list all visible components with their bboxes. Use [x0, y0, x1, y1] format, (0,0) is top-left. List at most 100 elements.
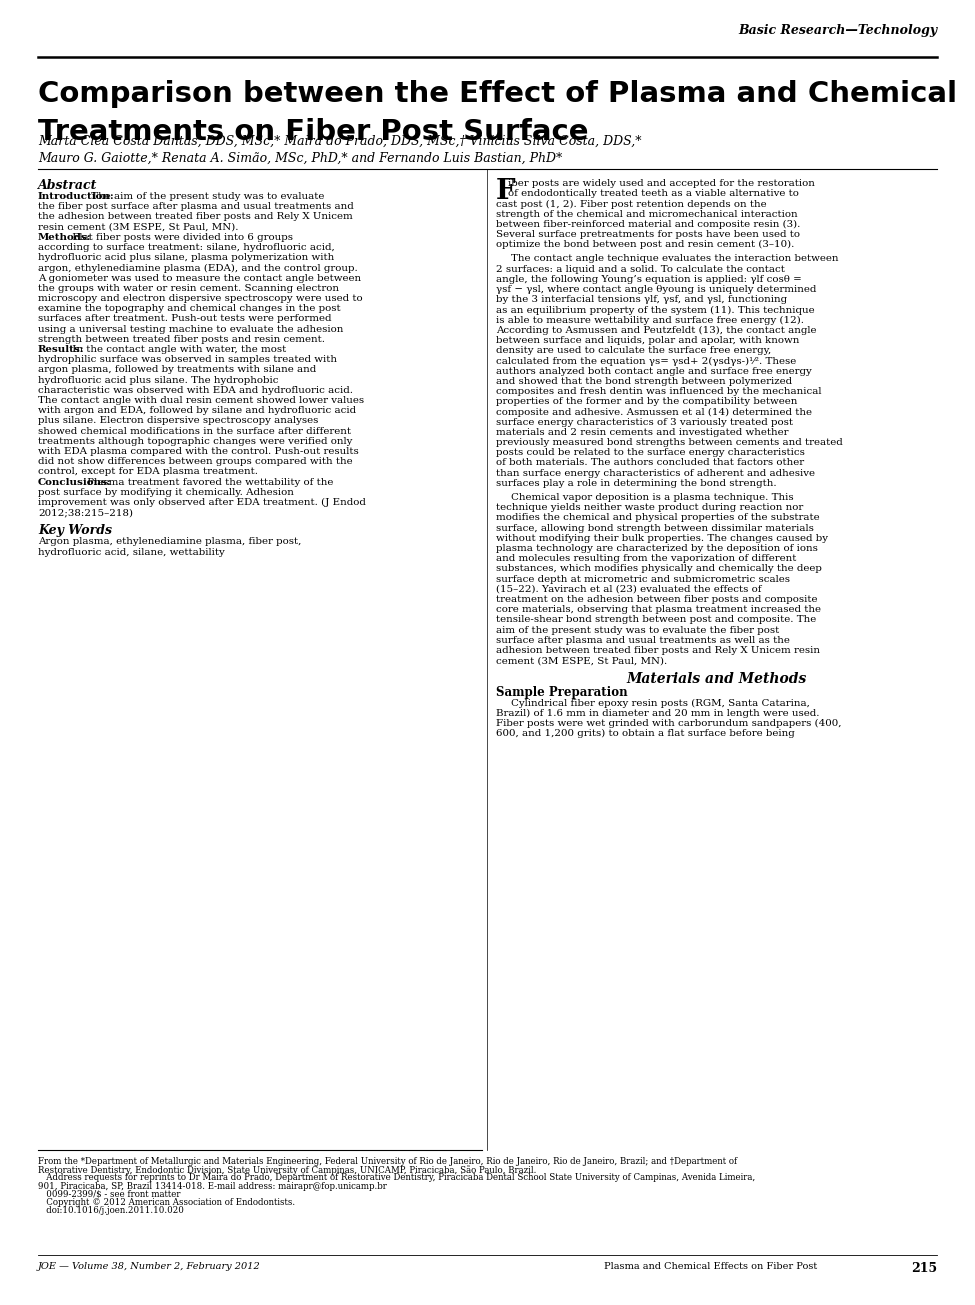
Text: 2012;38:215–218): 2012;38:215–218)	[38, 508, 133, 517]
Text: Chemical vapor deposition is a plasma technique. This: Chemical vapor deposition is a plasma te…	[511, 493, 794, 502]
Text: Copyright © 2012 American Association of Endodontists.: Copyright © 2012 American Association of…	[38, 1198, 295, 1207]
Text: Flat fiber posts were divided into 6 groups: Flat fiber posts were divided into 6 gro…	[69, 232, 292, 241]
Text: cast post (1, 2). Fiber post retention depends on the: cast post (1, 2). Fiber post retention d…	[496, 200, 766, 209]
Text: improvement was only observed after EDA treatment. (J Endod: improvement was only observed after EDA …	[38, 499, 366, 508]
Text: Several surface pretreatments for posts have been used to: Several surface pretreatments for posts …	[496, 230, 800, 239]
Text: hydrofluoric acid plus silane, plasma polymerization with: hydrofluoric acid plus silane, plasma po…	[38, 253, 334, 262]
Text: Results:: Results:	[38, 345, 85, 354]
Text: of both materials. The authors concluded that factors other: of both materials. The authors concluded…	[496, 458, 804, 467]
Text: showed chemical modifications in the surface after different: showed chemical modifications in the sur…	[38, 427, 351, 436]
Text: posts could be related to the surface energy characteristics: posts could be related to the surface en…	[496, 448, 805, 457]
Text: Cylindrical fiber epoxy resin posts (RGM, Santa Catarina,: Cylindrical fiber epoxy resin posts (RGM…	[511, 698, 810, 707]
Text: and molecules resulting from the vaporization of different: and molecules resulting from the vaporiz…	[496, 555, 797, 564]
Text: by the 3 interfacial tensions γlf, γsf, and γsl, functioning: by the 3 interfacial tensions γlf, γsf, …	[496, 295, 787, 304]
Text: materials and 2 resin cements and investigated whether: materials and 2 resin cements and invest…	[496, 428, 789, 437]
Text: 2 surfaces: a liquid and a solid. To calculate the contact: 2 surfaces: a liquid and a solid. To cal…	[496, 265, 785, 274]
Text: angle, the following Young’s equation is applied: γlf cosθ =: angle, the following Young’s equation is…	[496, 275, 801, 283]
Text: strength of the chemical and micromechanical interaction: strength of the chemical and micromechan…	[496, 210, 798, 219]
Text: doi:10.1016/j.joen.2011.10.020: doi:10.1016/j.joen.2011.10.020	[38, 1206, 184, 1215]
Text: strength between treated fiber posts and resin cement.: strength between treated fiber posts and…	[38, 335, 325, 343]
Text: Abstract: Abstract	[38, 179, 98, 192]
Text: Brazil) of 1.6 mm in diameter and 20 mm in length were used.: Brazil) of 1.6 mm in diameter and 20 mm …	[496, 709, 820, 718]
Text: γsf − γsl, where contact angle θyoung is uniquely determined: γsf − γsl, where contact angle θyoung is…	[496, 284, 816, 294]
Text: Treatments on Fiber Post Surface: Treatments on Fiber Post Surface	[38, 117, 589, 146]
Text: with argon and EDA, followed by silane and hydrofluoric acid: with argon and EDA, followed by silane a…	[38, 406, 356, 415]
Text: The contact angle technique evaluates the interaction between: The contact angle technique evaluates th…	[511, 254, 838, 264]
Text: resin cement (3M ESPE, St Paul, MN).: resin cement (3M ESPE, St Paul, MN).	[38, 223, 239, 231]
Text: Plasma and Chemical Effects on Fiber Post: Plasma and Chemical Effects on Fiber Pos…	[604, 1262, 818, 1271]
Text: previously measured bond strengths between cements and treated: previously measured bond strengths betwe…	[496, 438, 842, 448]
Text: between fiber-reinforced material and composite resin (3).: between fiber-reinforced material and co…	[496, 219, 800, 228]
Text: and showed that the bond strength between polymerized: and showed that the bond strength betwee…	[496, 377, 792, 386]
Text: density are used to calculate the surface free energy,: density are used to calculate the surfac…	[496, 346, 771, 355]
Text: the groups with water or resin cement. Scanning electron: the groups with water or resin cement. S…	[38, 283, 339, 292]
Text: treatments although topographic changes were verified only: treatments although topographic changes …	[38, 437, 352, 446]
Text: surfaces play a role in determining the bond strength.: surfaces play a role in determining the …	[496, 479, 777, 488]
Text: the fiber post surface after plasma and usual treatments and: the fiber post surface after plasma and …	[38, 202, 354, 211]
Text: treatment on the adhesion between fiber posts and composite: treatment on the adhesion between fiber …	[496, 595, 817, 604]
Text: optimize the bond between post and resin cement (3–10).: optimize the bond between post and resin…	[496, 240, 795, 249]
Text: Conclusions:: Conclusions:	[38, 478, 112, 487]
Text: hydrophilic surface was observed in samples treated with: hydrophilic surface was observed in samp…	[38, 355, 337, 364]
Text: using a universal testing machine to evaluate the adhesion: using a universal testing machine to eva…	[38, 325, 343, 334]
Text: as an equilibrium property of the system (11). This technique: as an equilibrium property of the system…	[496, 305, 815, 315]
Text: of endodontically treated teeth as a viable alternative to: of endodontically treated teeth as a via…	[508, 189, 800, 198]
Text: the adhesion between treated fiber posts and Rely X Unicem: the adhesion between treated fiber posts…	[38, 213, 353, 222]
Text: plus silane. Electron dispersive spectroscopy analyses: plus silane. Electron dispersive spectro…	[38, 416, 319, 425]
Text: surfaces after treatment. Push-out tests were performed: surfaces after treatment. Push-out tests…	[38, 315, 332, 324]
Text: (15–22). Yavirach et al (23) evaluated the effects of: (15–22). Yavirach et al (23) evaluated t…	[496, 585, 761, 594]
Text: is able to measure wettability and surface free energy (12).: is able to measure wettability and surfa…	[496, 316, 804, 325]
Text: Fiber posts were wet grinded with carborundum sandpapers (400,: Fiber posts were wet grinded with carbor…	[496, 719, 841, 728]
Text: iber posts are widely used and accepted for the restoration: iber posts are widely used and accepted …	[508, 179, 815, 188]
Text: control, except for EDA plasma treatment.: control, except for EDA plasma treatment…	[38, 467, 258, 476]
Text: substances, which modifies physically and chemically the deep: substances, which modifies physically an…	[496, 564, 822, 573]
Text: characteristic was observed with EDA and hydrofluoric acid.: characteristic was observed with EDA and…	[38, 386, 353, 395]
Text: argon, ethylenediamine plasma (EDA), and the control group.: argon, ethylenediamine plasma (EDA), and…	[38, 264, 358, 273]
Text: cement (3M ESPE, St Paul, MN).: cement (3M ESPE, St Paul, MN).	[496, 656, 667, 666]
Text: Comparison between the Effect of Plasma and Chemical: Comparison between the Effect of Plasma …	[38, 80, 957, 108]
Text: calculated from the equation γs= γsd+ 2(γsdγs-)¹⁄². These: calculated from the equation γs= γsd+ 2(…	[496, 356, 797, 365]
Text: according to surface treatment: silane, hydrofluoric acid,: according to surface treatment: silane, …	[38, 243, 334, 252]
Text: without modifying their bulk properties. The changes caused by: without modifying their bulk properties.…	[496, 534, 828, 543]
Text: Mauro G. Gaiotte,* Renata A. Simão, MSc, PhD,* and Fernando Luis Bastian, PhD*: Mauro G. Gaiotte,* Renata A. Simão, MSc,…	[38, 151, 563, 164]
Text: post surface by modifying it chemically. Adhesion: post surface by modifying it chemically.…	[38, 488, 293, 497]
Text: technique yields neither waste product during reaction nor: technique yields neither waste product d…	[496, 504, 803, 512]
Text: Address requests for reprints to Dr Maira do Prado, Department of Restorative De: Address requests for reprints to Dr Mair…	[38, 1173, 756, 1182]
Text: Key Words: Key Words	[38, 525, 112, 538]
Text: A goniometer was used to measure the contact angle between: A goniometer was used to measure the con…	[38, 274, 361, 283]
Text: 0099-2399/$ - see front matter: 0099-2399/$ - see front matter	[38, 1190, 180, 1199]
Text: hydrofluoric acid plus silane. The hydrophobic: hydrofluoric acid plus silane. The hydro…	[38, 376, 279, 385]
Text: tensile-shear bond strength between post and composite. The: tensile-shear bond strength between post…	[496, 616, 816, 624]
Text: Marta Cléa Costa Dantas, DDS, MSc,* Maira do Prado, DDS, MSc,† Vinicius Silva Co: Marta Cléa Costa Dantas, DDS, MSc,* Mair…	[38, 134, 642, 147]
Text: The contact angle with dual resin cement showed lower values: The contact angle with dual resin cement…	[38, 395, 364, 405]
Text: Restorative Dentistry, Endodontic Division, State University of Campinas, UNICAM: Restorative Dentistry, Endodontic Divisi…	[38, 1165, 536, 1174]
Text: hydrofluoric acid, silane, wettability: hydrofluoric acid, silane, wettability	[38, 548, 225, 557]
Text: properties of the former and by the compatibility between: properties of the former and by the comp…	[496, 397, 798, 406]
Text: Basic Research—Technology: Basic Research—Technology	[738, 23, 937, 37]
Text: From the *Department of Metallurgic and Materials Engineering, Federal Universit: From the *Department of Metallurgic and …	[38, 1158, 737, 1165]
Text: 215: 215	[911, 1262, 937, 1275]
Text: microscopy and electron dispersive spectroscopy were used to: microscopy and electron dispersive spect…	[38, 294, 363, 303]
Text: 901, Piracicaba, SP, Brazil 13414-018. E-mail address: mairapr@fop.unicamp.br: 901, Piracicaba, SP, Brazil 13414-018. E…	[38, 1181, 387, 1190]
Text: did not show differences between groups compared with the: did not show differences between groups …	[38, 457, 353, 466]
Text: core materials, observing that plasma treatment increased the: core materials, observing that plasma tr…	[496, 606, 821, 615]
Text: F: F	[496, 177, 516, 205]
Text: between surface and liquids, polar and apolar, with known: between surface and liquids, polar and a…	[496, 335, 800, 345]
Text: According to Asmussen and Peutzfeldt (13), the contact angle: According to Asmussen and Peutzfeldt (13…	[496, 326, 816, 335]
Text: aim of the present study was to evaluate the fiber post: aim of the present study was to evaluate…	[496, 625, 779, 634]
Text: JOE — Volume 38, Number 2, February 2012: JOE — Volume 38, Number 2, February 2012	[38, 1262, 260, 1271]
Text: modifies the chemical and physical properties of the substrate: modifies the chemical and physical prope…	[496, 513, 820, 522]
Text: authors analyzed both contact angle and surface free energy: authors analyzed both contact angle and …	[496, 367, 812, 376]
Text: surface, allowing bond strength between dissimilar materials: surface, allowing bond strength between …	[496, 523, 814, 532]
Text: In the contact angle with water, the most: In the contact angle with water, the mos…	[69, 345, 286, 354]
Text: Introduction:: Introduction:	[38, 192, 115, 201]
Text: surface energy characteristics of 3 variously treated post: surface energy characteristics of 3 vari…	[496, 418, 793, 427]
Text: examine the topography and chemical changes in the post: examine the topography and chemical chan…	[38, 304, 340, 313]
Text: Plasma treatment favored the wettability of the: Plasma treatment favored the wettability…	[84, 478, 333, 487]
Text: Methods:: Methods:	[38, 232, 92, 241]
Text: Sample Preparation: Sample Preparation	[496, 686, 628, 699]
Text: with EDA plasma compared with the control. Push-out results: with EDA plasma compared with the contro…	[38, 448, 359, 455]
Text: The aim of the present study was to evaluate: The aim of the present study was to eval…	[88, 192, 325, 201]
Text: argon plasma, followed by treatments with silane and: argon plasma, followed by treatments wit…	[38, 365, 316, 375]
Text: composites and fresh dentin was influenced by the mechanical: composites and fresh dentin was influenc…	[496, 388, 822, 395]
